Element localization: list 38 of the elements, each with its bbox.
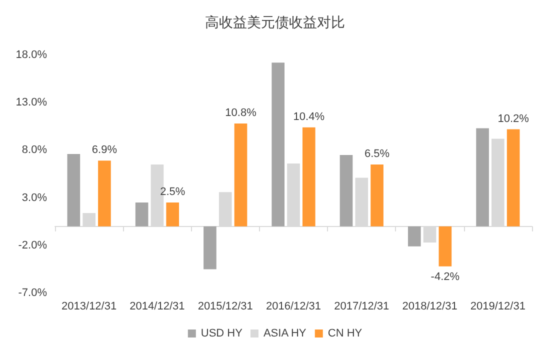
x-tick-label: 2017/12/31 [334,300,390,312]
bar [204,226,216,270]
bar [67,154,80,226]
bar [340,154,353,226]
legend-label: USD HY [200,328,244,340]
x-tick-label: 2016/12/31 [266,300,322,312]
legend-label: ASIA HY [263,328,307,340]
bar [98,160,111,226]
bar [166,202,180,226]
y-tick-label: 3.0% [22,192,48,204]
y-tick-label: -7.0% [18,287,48,299]
legend-label: CN HY [328,328,363,340]
bar [438,226,452,266]
chart-title: 高收益美元债收益对比 [205,14,345,30]
bar [408,226,421,246]
x-tick-label: 2018/12/31 [402,300,458,312]
data-label: 10.4% [293,110,325,123]
data-label: 10.2% [498,112,530,125]
data-label: 2.5% [160,186,186,198]
x-tick-label: 2019/12/31 [470,300,526,312]
bar [370,164,384,226]
y-tick-label: -2.0% [18,239,48,252]
bar [272,62,285,226]
bar [302,127,316,226]
data-label: 6.5% [364,148,390,160]
data-label: 6.9% [92,144,118,156]
x-tick-label: 2014/12/31 [130,300,185,312]
y-tick-label: 13.0% [16,96,48,109]
bar [476,128,489,226]
x-tick-label: 2015/12/31 [198,300,253,312]
bar [506,129,520,226]
bar [234,124,248,226]
data-label: -4.2% [430,270,460,283]
y-tick-label: 8.0% [22,144,48,156]
x-tick-label: 2013/12/31 [62,300,117,312]
data-label: 10.8% [225,107,257,120]
bar [135,202,148,226]
y-tick-label: 18.0% [16,49,48,61]
